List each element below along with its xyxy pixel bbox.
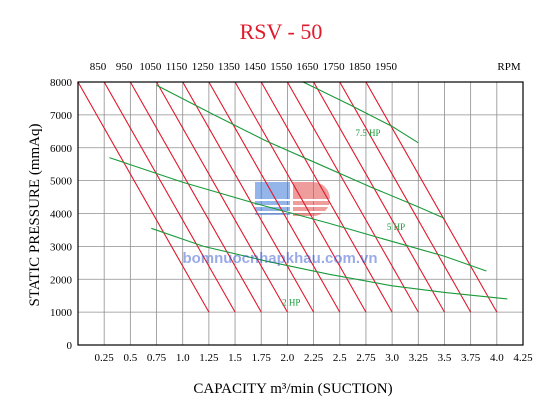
rpm-tick-label: 1650: [296, 61, 319, 73]
y-axis-label: STATIC PRESSURE (mmAq): [27, 124, 43, 307]
y-tick-label: 0: [67, 340, 73, 352]
y-tick-label: 6000: [50, 143, 73, 155]
x-tick-label: 0.25: [95, 352, 115, 364]
logo-watermark: [255, 182, 330, 216]
x-tick-label: 2.25: [304, 352, 324, 364]
rpm-curve-1550: [260, 81, 393, 313]
rpm-tick-label: 1550: [270, 61, 293, 73]
x-tick-label: 1.75: [252, 352, 272, 364]
power-curve-5-hp: [109, 157, 487, 272]
rpm-tick-label: 850: [90, 61, 107, 73]
plot-frame: [77, 81, 524, 346]
rpm-curve-850: [77, 81, 210, 313]
y-tick-label: 3000: [50, 241, 73, 253]
x-tick-label: 2.5: [333, 352, 347, 364]
rpm-curve-950: [103, 81, 236, 313]
rpm-curve-1050: [129, 81, 262, 313]
rpm-tick-label: 1450: [244, 61, 267, 73]
chart-title: RSV - 50: [240, 19, 323, 44]
rpm-curve-1750: [313, 81, 445, 313]
x-tick-label: 0.75: [147, 352, 167, 364]
power-curves: [109, 81, 508, 300]
axes: [77, 81, 524, 346]
x-axis-label: CAPACITY m³/min (SUCTION): [193, 381, 392, 397]
rpm-curve-1850: [339, 81, 472, 313]
x-tick-label: 1.25: [199, 352, 219, 364]
annotations: 7.5 HP 5 HP 2 HP: [282, 128, 405, 307]
rpm-curve-1950: [365, 81, 498, 313]
y-tick-label: 8000: [50, 77, 73, 89]
x-tick-label: 1.5: [228, 352, 242, 364]
rpm-curve-1250: [182, 81, 315, 313]
watermark-text: bomnuocnhapkhau.com.vn: [182, 250, 377, 267]
x-tick-label: 3.0: [385, 352, 399, 364]
rpm-tick-label: 1050: [139, 61, 162, 73]
power-curve-unlabeled-3: [302, 81, 419, 144]
y-tick-label: 7000: [50, 110, 73, 122]
x-tick-label: 3.25: [409, 352, 429, 364]
rpm-tick-label: 1850: [349, 61, 372, 73]
x-tick-label: 3.75: [461, 352, 481, 364]
rpm-tick-label: 1250: [192, 61, 215, 73]
y-tick-label: 5000: [50, 176, 73, 188]
power-curve-2-hp: [151, 227, 508, 300]
y-tick-label: 4000: [50, 209, 73, 221]
rpm-tick-label: 1750: [323, 61, 346, 73]
power-annotation: 5 HP: [387, 222, 405, 232]
x-tick-label: 2.75: [356, 352, 376, 364]
power-curve-7.5-hp: [156, 84, 445, 219]
x-tick-label: 0.5: [123, 352, 137, 364]
x-tick-label: 3.5: [438, 352, 452, 364]
tick-labels: 0.25 0.5 0.75 1.0 1.25 1.5 1.75 2.0 2.25 2.5 2.75 3…: [50, 61, 533, 364]
rpm-curve-1350: [208, 81, 341, 313]
power-annotation: 2 HP: [282, 298, 300, 308]
x-tick-label: 4.0: [490, 352, 504, 364]
rpm-tick-label: 1150: [166, 61, 188, 73]
rpm-axis-label: RPM: [497, 61, 520, 73]
x-tick-label: 1.0: [176, 352, 190, 364]
rpm-tick-label: 1950: [375, 61, 398, 73]
y-tick-label: 2000: [50, 274, 73, 286]
rpm-curves: [77, 81, 498, 313]
x-tick-label: 2.0: [281, 352, 295, 364]
x-tick-label: 4.25: [513, 352, 533, 364]
rpm-tick-label: 950: [116, 61, 133, 73]
rpm-tick-label: 1350: [218, 61, 241, 73]
y-tick-label: 1000: [50, 307, 73, 319]
rpm-curve-1150: [156, 81, 288, 313]
power-annotation: 7.5 HP: [355, 128, 380, 138]
rpm-curve-1650: [286, 81, 419, 313]
rpm-curve-1450: [234, 81, 367, 313]
